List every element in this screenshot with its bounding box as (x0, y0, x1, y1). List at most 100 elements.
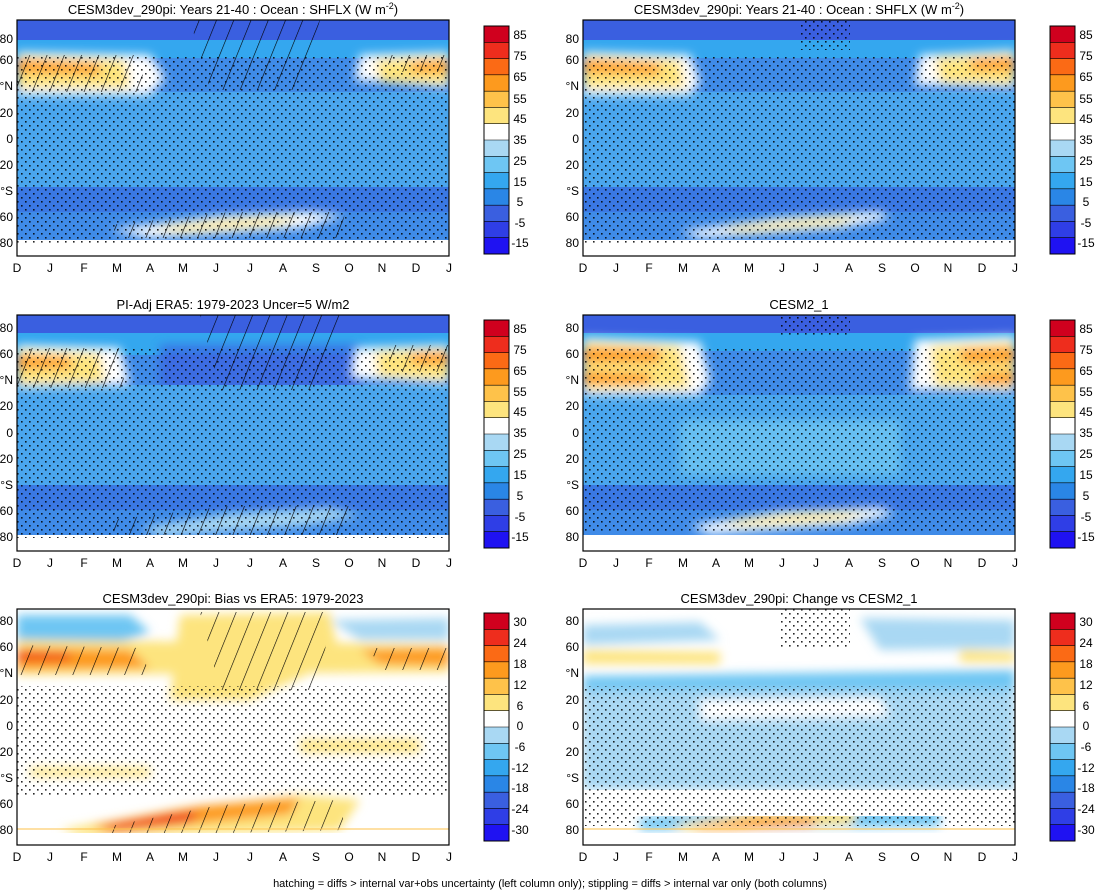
colorbar-swatch (1050, 368, 1075, 386)
panel-4-ytick: 60 (566, 504, 580, 518)
panel-4-xtick: D (978, 556, 987, 570)
panel-2-ytick: °S (566, 184, 579, 198)
panel-3-cbar-tick: 75 (513, 343, 527, 357)
panel-2-cbar-tick: 15 (1079, 175, 1093, 189)
panel-5-ytick: 60 (0, 640, 13, 654)
colorbar-swatch (1050, 499, 1075, 516)
panel-2-cbar-tick: 65 (1079, 70, 1093, 84)
panel-4-cbar-tick: -15 (1077, 530, 1095, 544)
panel-3-x-axis: D J F M A M J J A S O N D J (13, 556, 452, 570)
panel-4-cbar-tick: 85 (1079, 322, 1093, 336)
panel-1-xtick: A (279, 261, 287, 275)
panel-6-colorbar (1049, 612, 1076, 842)
panel-2-xtick: A (845, 261, 853, 275)
panel-2-xtick: J (813, 261, 819, 275)
panel-6-xtick: S (878, 850, 886, 864)
colorbar-swatch (484, 775, 509, 793)
panel-1-cbar-tick: 35 (513, 133, 527, 147)
colorbar-swatch (484, 531, 509, 549)
panel-4-cbar-tick: 65 (1079, 364, 1093, 378)
panel-2-xtick: J (613, 261, 619, 275)
panel-3-xtick: J (213, 556, 219, 570)
panel-6-xtick: O (910, 850, 919, 864)
colorbar-swatch (484, 824, 509, 842)
colorbar-swatch (1050, 792, 1075, 809)
panel-6-xtick: J (1012, 850, 1018, 864)
panel-4-xtick: D (579, 556, 588, 570)
panel-5-title: CESM3dev_290pi: Bias vs ERA5: 1979-2023 (103, 591, 364, 606)
panel-6-cbar-tick: -30 (1077, 823, 1095, 837)
panel-5-ytick: 80 (0, 614, 13, 628)
panel-6: CESM3dev_290pi: Change vs CESM2_1 (566, 591, 1095, 864)
panel-1-xtick: F (80, 261, 87, 275)
panel-2-cbar-tick: 55 (1079, 92, 1093, 106)
panel-6-cbar-tick: 24 (1079, 636, 1093, 650)
panel-5-colorbar (483, 612, 510, 842)
panel-2-frame (582, 19, 1016, 257)
panel-2-xtick: J (779, 261, 785, 275)
panel-1-ytick: 60 (0, 53, 13, 67)
colorbar-swatch (484, 499, 509, 516)
colorbar-swatch (484, 188, 509, 206)
panel-2-cbar-tick: 35 (1079, 133, 1093, 147)
panel-6-xtick: F (645, 850, 652, 864)
colorbar-swatch (484, 645, 509, 663)
panel-5-cbar-tick: 12 (513, 678, 527, 692)
colorbar-swatch (1050, 172, 1075, 190)
panel-1-ytick: 20 (0, 106, 13, 120)
panel-4-xtick: J (813, 556, 819, 570)
colorbar-swatch (484, 352, 509, 370)
colorbar-swatch (1050, 352, 1075, 370)
panel-6-xtick: N (944, 850, 953, 864)
colorbar-swatch (484, 759, 509, 777)
colorbar-swatch (1050, 205, 1075, 222)
panel-2-ytick: 60 (566, 210, 580, 224)
panel-2-xtick: D (579, 261, 588, 275)
figure-footnote: hatching = diffs > internal var+obs unce… (273, 878, 827, 890)
panel-4: CESM2_1 (566, 297, 1095, 570)
panel-1-title: CESM3dev_290pi: Years 21-40 : Ocean : SH… (68, 1, 398, 17)
panel-4-colorbar-labels: 85 75 65 55 45 35 25 15 5 -5 -15 (1077, 322, 1095, 544)
panel-1-y-axis: 80 60 °N 20 0 20 °S 60 80 (0, 32, 13, 250)
panel-2-xtick: J (1012, 261, 1018, 275)
panel-6-ytick: 20 (566, 693, 580, 707)
panel-1-ytick: °S (0, 184, 13, 198)
panel-2-xtick: F (645, 261, 652, 275)
panel-6-xtick: M (744, 850, 754, 864)
panel-4-xtick: A (712, 556, 720, 570)
panel-4-cbar-tick: 15 (1079, 468, 1093, 482)
panel-3-ytick: 60 (0, 504, 13, 518)
colorbar-swatch (1050, 694, 1075, 712)
colorbar-swatch (484, 205, 509, 222)
panel-3-cbar-tick: 85 (513, 322, 527, 336)
colorbar-swatch (1050, 221, 1075, 239)
panel-5-ytick: 80 (0, 823, 13, 837)
panel-1-cbar-tick: 65 (513, 70, 527, 84)
panel-1-xtick: D (13, 261, 22, 275)
panel-4-cbar-tick: -5 (1081, 510, 1092, 524)
colorbar-swatch (484, 91, 509, 108)
panel-6-xtick: J (613, 850, 619, 864)
panel-5-xtick: J (47, 850, 53, 864)
panel-4-xtick: J (779, 556, 785, 570)
panel-6-cbar-tick: -12 (1077, 761, 1095, 775)
panel-5-cbar-tick: -12 (511, 761, 529, 775)
panel-3-xtick: D (412, 556, 421, 570)
panel-2-cbar-tick: 85 (1079, 28, 1093, 42)
panel-1-xtick: J (247, 261, 253, 275)
panel-3-frame (16, 314, 450, 552)
panel-3-cbar-tick: -5 (515, 510, 526, 524)
panel-4-field (583, 315, 1015, 551)
colorbar-swatch (1050, 515, 1075, 533)
colorbar-swatch (1050, 26, 1075, 43)
colorbar-swatch (1050, 74, 1075, 92)
panel-5-xtick: J (446, 850, 452, 864)
panel-3-cbar-tick: 15 (513, 468, 527, 482)
colorbar-swatch (484, 368, 509, 386)
panel-6-xtick: J (813, 850, 819, 864)
colorbar-swatch (484, 466, 509, 484)
colorbar-swatch (1050, 434, 1075, 451)
panel-1-xtick: D (412, 261, 421, 275)
panel-3-ytick: 60 (0, 347, 13, 361)
